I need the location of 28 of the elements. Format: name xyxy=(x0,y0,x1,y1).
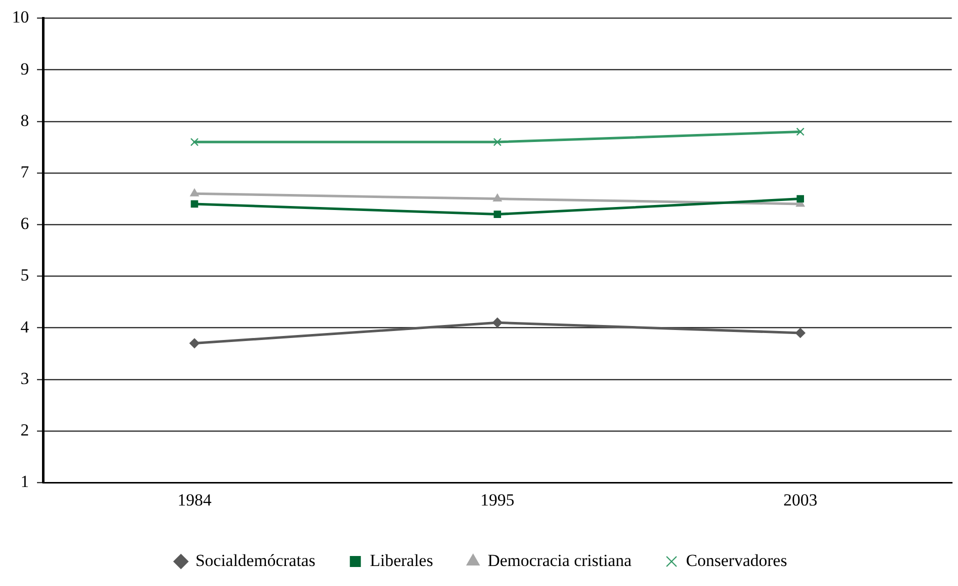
x-tick-label: 1984 xyxy=(177,490,212,510)
point xyxy=(796,195,804,202)
point xyxy=(795,328,806,338)
point xyxy=(494,210,502,218)
y-tick-label: 7 xyxy=(20,162,30,182)
point xyxy=(189,338,200,348)
y-tick-label: 3 xyxy=(20,368,29,388)
y-tick-label: 6 xyxy=(20,214,29,234)
x-tick-label: 1995 xyxy=(480,490,514,510)
legend-label: Democracia cristiana xyxy=(488,550,632,570)
legend-label: Liberales xyxy=(370,550,434,570)
point xyxy=(493,138,502,146)
y-tick-label: 2 xyxy=(20,420,29,440)
point xyxy=(190,138,199,146)
y-tick-label: 5 xyxy=(20,266,29,285)
point xyxy=(796,128,804,136)
y-tick-label: 10 xyxy=(12,8,29,27)
y-tick-label: 8 xyxy=(20,110,29,130)
y-tick-label: 1 xyxy=(20,472,29,492)
point xyxy=(190,188,199,196)
point xyxy=(493,194,502,202)
point xyxy=(190,200,198,208)
legend-label: Conservadores xyxy=(686,550,788,570)
x-tick-label: 2003 xyxy=(783,490,818,510)
y-tick-label: 4 xyxy=(20,317,30,336)
y-tick-label: 9 xyxy=(20,59,29,78)
legend-label: Socialdemócratas xyxy=(195,550,316,570)
point xyxy=(492,318,502,328)
